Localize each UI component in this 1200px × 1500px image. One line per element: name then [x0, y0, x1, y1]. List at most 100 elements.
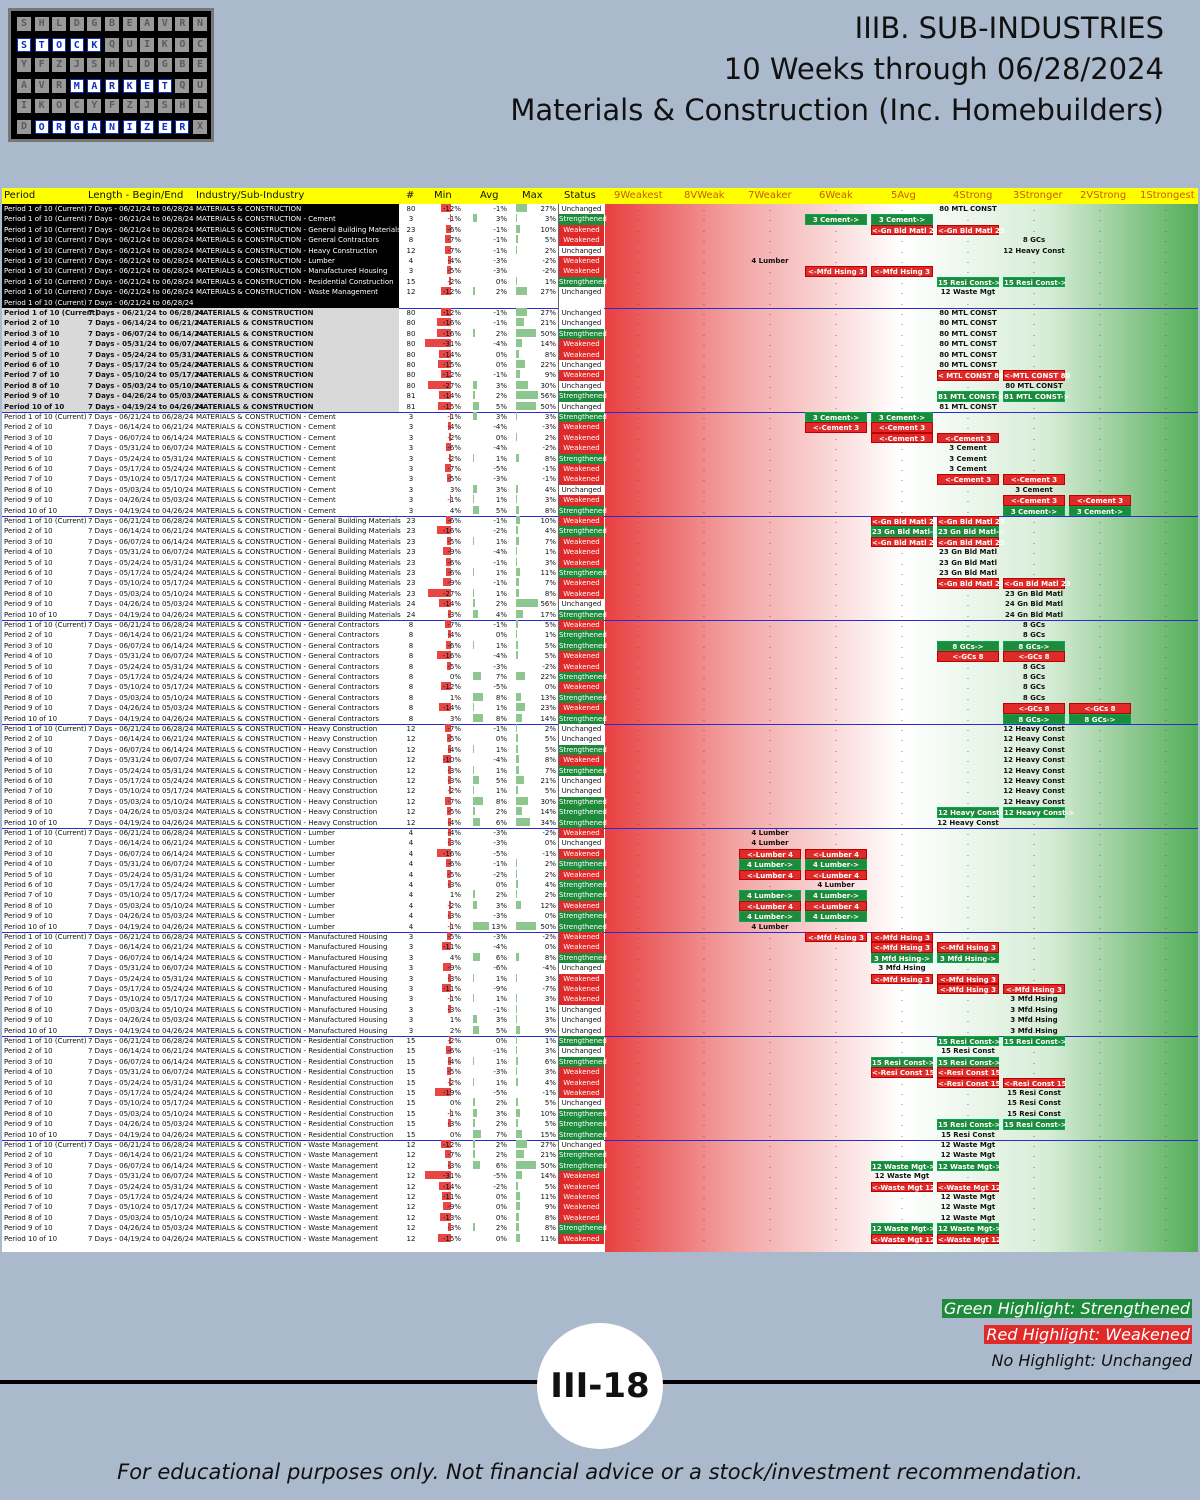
max-cell: -1% [514, 474, 558, 484]
empty-position-dot: . [900, 693, 904, 702]
empty-position-dot: . [1032, 340, 1036, 349]
logo-cell: E [193, 58, 207, 72]
period: Period 1 of 10 (Current) [4, 1141, 87, 1149]
max-value: -1% [542, 465, 556, 473]
empty-position-dot: . [1098, 693, 1102, 702]
period: Period 10 of 10 [4, 818, 58, 827]
table-row: Period 10 of 10 7 Days - 04/19/24 to 04/2… [2, 817, 1198, 828]
max-bar [516, 994, 518, 1003]
min-cell: -3% [423, 1119, 463, 1129]
avg-value: -3% [493, 662, 507, 671]
period: Period 6 of 10 [4, 361, 60, 369]
header-cell: # [406, 190, 415, 201]
min-bar [450, 495, 451, 504]
status-badge: Strengthened [558, 672, 607, 683]
status-badge: Unchanged [558, 287, 604, 298]
date-range: 7 Days - 06/07/24 to 06/14/24 [88, 329, 204, 338]
industry: MATERIALS & CONSTRUCTION - General Contr… [196, 704, 379, 713]
empty-position-dot: . [1164, 589, 1168, 598]
max-bar [516, 1119, 518, 1128]
empty-position-dot: . [966, 423, 970, 432]
table-row: Period 2 of 10 7 Days - 06/14/24 to 06/21… [2, 526, 1198, 537]
logo-cell: I [17, 99, 31, 113]
empty-position-dot: . [1164, 402, 1168, 411]
empty-position-dot: . [966, 309, 970, 317]
empty-position-dot: . [636, 953, 640, 962]
table-row: Period 4 of 10 7 Days - 05/31/24 to 06/07… [2, 755, 1198, 766]
empty-position-dot: . [834, 225, 838, 234]
row-label-block: Period 7 of 10 7 Days - 05/10/24 to 05/17… [2, 578, 401, 588]
status-badge: Weakened [558, 464, 604, 475]
status-badge: Strengthened [558, 890, 607, 901]
avg-value: -4% [493, 444, 507, 453]
table-row: Period 1 of 10 (Current) 7 Days - 06/21/2… [2, 266, 1198, 277]
count: 4 [408, 922, 414, 931]
max-cell: 30% [514, 796, 558, 807]
empty-position-dot: . [900, 350, 904, 359]
max-cell: 21% [514, 776, 558, 786]
max-value: 5% [544, 745, 556, 754]
empty-position-dot: . [834, 652, 838, 661]
status-badge: Weakened [558, 755, 604, 766]
period: Period 3 of 10 [4, 1057, 53, 1066]
avg-cell: -4% [471, 651, 509, 661]
date-range: 7 Days - 05/31/24 to 06/07/24 [88, 444, 194, 453]
avg-value: 5% [495, 506, 507, 515]
empty-position-dot: . [1098, 319, 1102, 328]
empty-position-dot: . [900, 787, 904, 796]
count: 8 [408, 673, 414, 681]
row-label-block: Period 9 of 10 7 Days - 04/26/24 to 05/03… [2, 391, 399, 402]
count: 80 [406, 350, 416, 359]
max-value: 2% [544, 860, 556, 869]
empty-position-dot: . [702, 808, 706, 817]
empty-position-dot: . [966, 548, 970, 557]
status-badge: Strengthened [558, 505, 607, 516]
period: Period 9 of 10 [4, 912, 53, 921]
table-row: Period 4 of 10 7 Days - 05/31/24 to 06/07… [2, 1067, 1198, 1078]
avg-value: 0% [495, 1037, 507, 1045]
empty-position-dot: . [768, 974, 772, 983]
empty-position-dot: . [834, 1089, 838, 1097]
empty-position-dot: . [1164, 298, 1168, 307]
min-cell: -7% [423, 620, 463, 630]
empty-position-dot: . [1032, 683, 1036, 692]
empty-position-dot: . [636, 1172, 640, 1181]
position-label: <-Mfd Hsing 3 [871, 973, 933, 984]
empty-position-dot: . [1098, 953, 1102, 962]
empty-position-dot: . [900, 1089, 904, 1097]
avg-bar [473, 952, 481, 961]
row-label-block: Period 1 of 10 (Current) 7 Days - 06/21/2… [2, 287, 399, 298]
empty-position-dot: . [966, 506, 970, 515]
industry: MATERIALS & CONSTRUCTION - Waste Managem… [196, 1224, 379, 1233]
avg-bar [473, 1119, 476, 1128]
avg-cell: -1% [471, 1005, 509, 1015]
count: 3 [408, 465, 414, 473]
empty-position-dot: . [702, 298, 706, 307]
row-label-block: Period 1 of 10 (Current) 7 Days - 06/21/2… [2, 245, 399, 256]
empty-position-dot: . [1098, 1203, 1102, 1212]
max-value: 10% [540, 1109, 556, 1118]
empty-position-dot: . [900, 1203, 904, 1212]
min-cell: -6% [423, 443, 463, 453]
logo-cell: N [193, 17, 207, 31]
empty-position-dot: . [1032, 974, 1036, 983]
avg-cell: 7% [471, 672, 509, 682]
avg-value: -1% [493, 319, 507, 328]
min-cell: 1% [423, 890, 463, 900]
industry: MATERIALS & CONSTRUCTION - Manufactured … [196, 267, 388, 276]
empty-position-dot: . [900, 392, 904, 401]
empty-position-dot: . [1164, 693, 1168, 702]
min-bar [448, 838, 451, 847]
empty-position-dot: . [834, 1203, 838, 1212]
table-row: Period 1 of 10 (Current) 7 Days - 06/21/2… [2, 724, 1198, 735]
empty-position-dot: . [636, 1151, 640, 1160]
avg-value: 4% [495, 610, 507, 619]
empty-position-dot: . [636, 891, 640, 900]
status-badge: Strengthened [558, 609, 607, 620]
empty-position-dot: . [966, 569, 970, 577]
period: Period 4 of 10 [4, 548, 53, 557]
logo-cell: D [17, 119, 31, 134]
max-value: 4% [544, 485, 556, 494]
max-value: -7% [542, 985, 556, 993]
avg-value: 0% [495, 631, 507, 640]
